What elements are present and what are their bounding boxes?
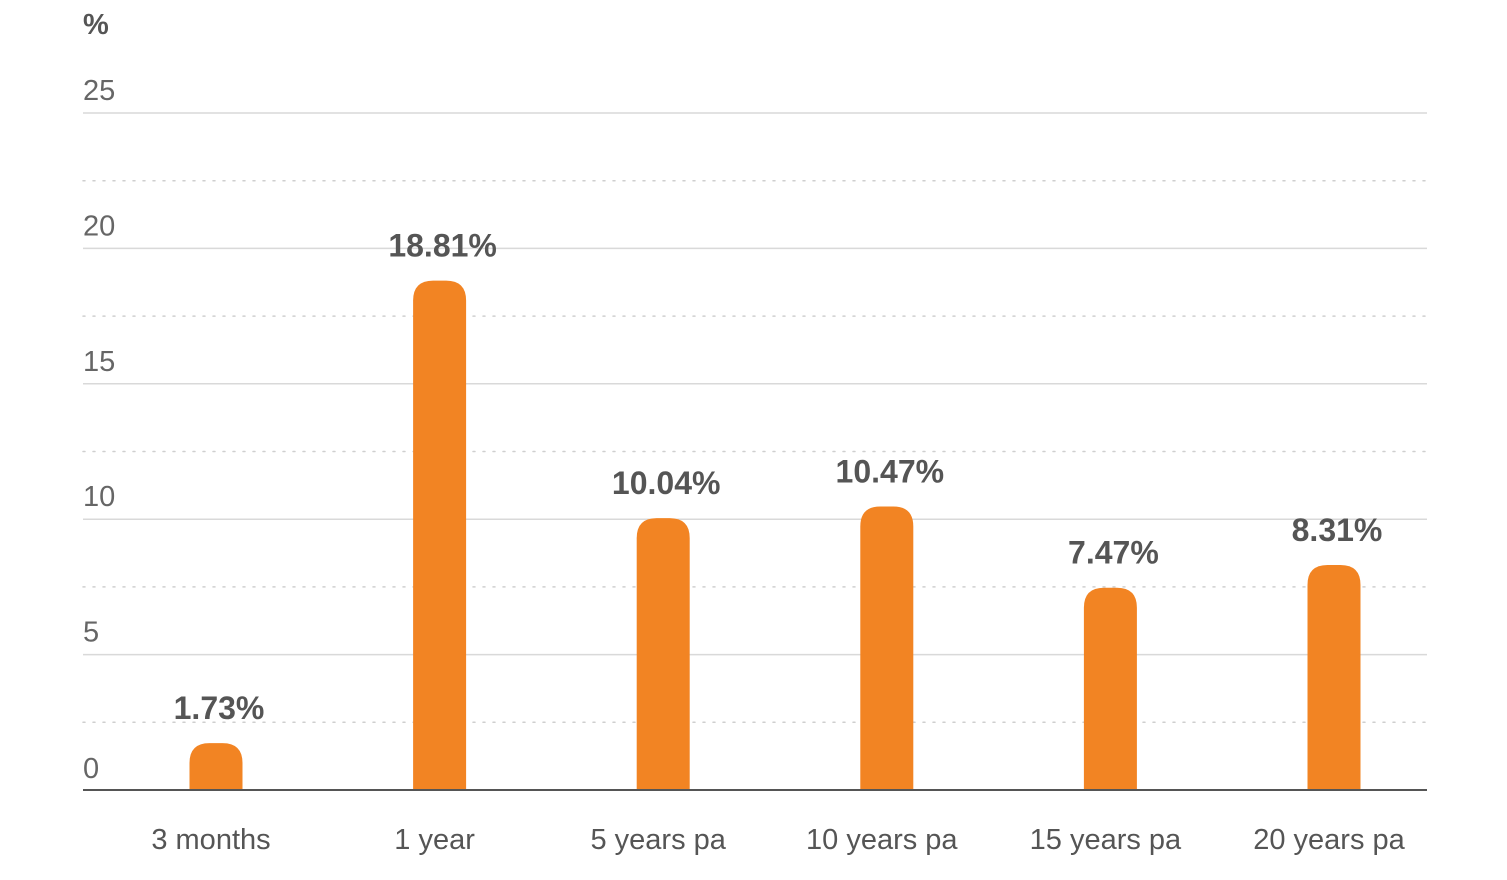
bar-10-years-pa — [860, 506, 914, 790]
value-labels: 1.73% 18.81% 10.04% 10.47% 7.47% 8.31% — [174, 228, 1383, 727]
y-tick-label: 10 — [83, 481, 115, 513]
data-label: 7.47% — [1068, 535, 1159, 571]
bar-20-years-pa — [1307, 564, 1361, 790]
data-label: 18.81% — [388, 228, 497, 264]
y-tick-label: 5 — [83, 617, 99, 649]
x-tick-label: 10 years pa — [806, 824, 958, 856]
y-axis-unit-label: % — [83, 9, 109, 41]
x-tick-label: 3 months — [151, 824, 270, 856]
bars — [189, 280, 1361, 790]
x-tick-label: 20 years pa — [1253, 824, 1405, 856]
data-label: 10.47% — [836, 453, 945, 489]
y-axis-ticks: 0 5 10 15 20 25 — [83, 75, 115, 785]
y-tick-label: 0 — [83, 753, 99, 785]
y-tick-label: 25 — [83, 75, 115, 107]
data-label: 10.04% — [612, 465, 721, 501]
bar-5-years-pa — [636, 518, 690, 790]
bar-3-months — [189, 743, 243, 790]
x-tick-label: 15 years pa — [1030, 824, 1182, 856]
x-tick-label: 1 year — [394, 824, 475, 856]
data-label: 8.31% — [1292, 512, 1383, 548]
data-label: 1.73% — [174, 690, 265, 726]
x-axis-category-labels: 3 months 1 year 5 years pa 10 years pa 15 ye… — [151, 824, 1405, 856]
y-tick-label: 20 — [83, 210, 115, 242]
x-tick-label: 5 years pa — [590, 824, 726, 856]
bar-15-years-pa — [1083, 587, 1137, 790]
y-tick-label: 15 — [83, 346, 115, 378]
grid-layer — [82, 112, 1428, 724]
bar-1-year — [413, 280, 467, 790]
